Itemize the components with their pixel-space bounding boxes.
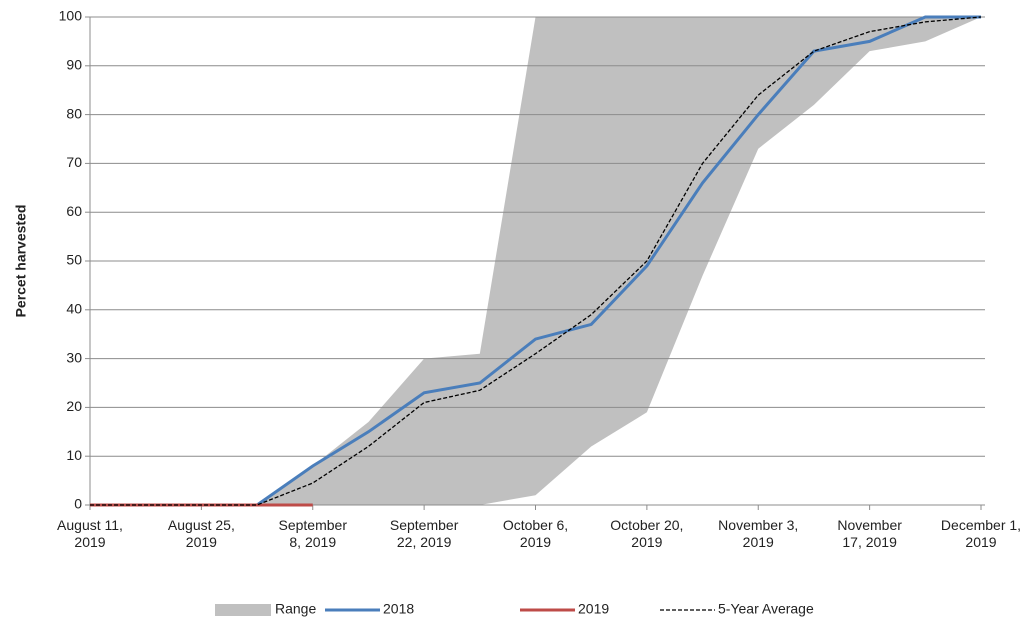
x-tick-label: September 8, 2019 — [278, 517, 347, 550]
y-tick-label: 20 — [66, 398, 82, 414]
x-tick-label: August 11, 2019 — [57, 517, 123, 550]
y-tick-label: 10 — [66, 447, 82, 463]
legend-swatch — [215, 604, 271, 616]
y-tick-label: 40 — [66, 301, 82, 317]
y-tick-label: 50 — [66, 252, 82, 268]
x-tick-label: October 20, 2019 — [610, 517, 684, 550]
y-tick-label: 30 — [66, 349, 82, 365]
y-tick-label: 60 — [66, 203, 82, 219]
legend-label: 2019 — [578, 601, 609, 617]
series-line — [90, 16, 982, 506]
legend-label: 2018 — [383, 601, 414, 617]
x-tick-label: September 22, 2019 — [389, 517, 459, 550]
y-tick-label: 100 — [59, 8, 83, 24]
x-tick-label: November 17, 2019 — [837, 517, 902, 550]
y-tick-label: 80 — [66, 105, 82, 121]
y-tick-label: 70 — [66, 154, 82, 170]
y-tick-label: 90 — [66, 57, 82, 73]
x-tick-label: October 6, 2019 — [502, 517, 569, 550]
y-axis-label: Percet harvested — [13, 205, 29, 318]
legend-label: 5-Year Average — [718, 601, 814, 617]
y-tick-label: 0 — [74, 496, 82, 512]
x-tick-label: November 3, 2019 — [718, 517, 799, 550]
legend-label: Range — [275, 601, 316, 617]
x-tick-label: December 1, 2019 — [940, 517, 1022, 550]
x-tick-label: August 25, 2019 — [167, 517, 235, 550]
